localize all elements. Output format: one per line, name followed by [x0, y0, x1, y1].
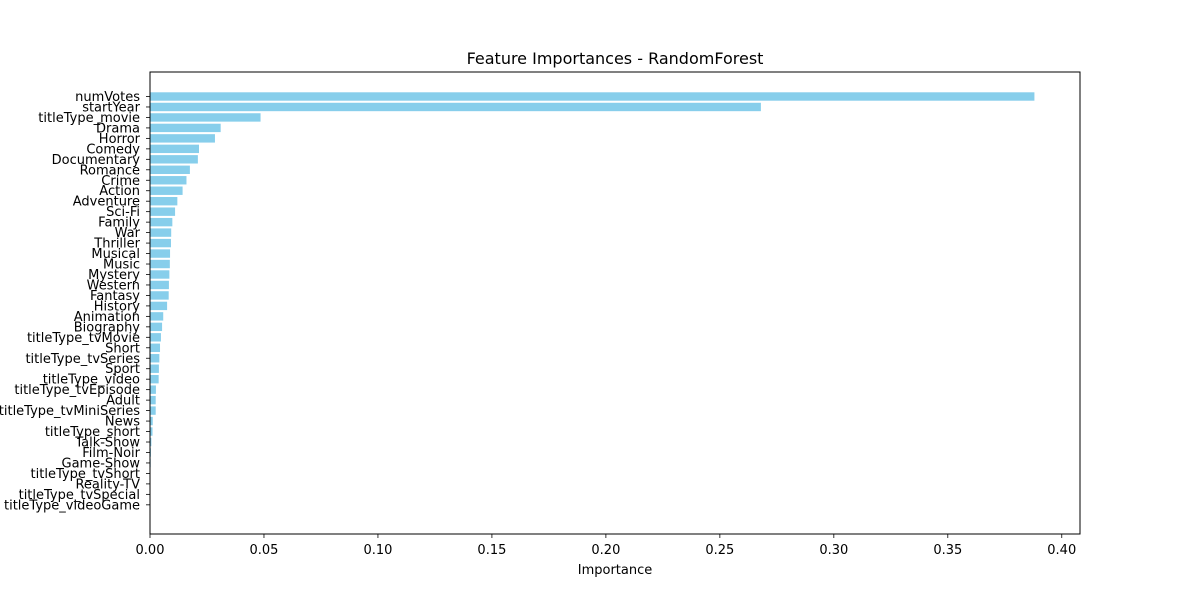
bar-numVotes — [150, 92, 1035, 101]
bar-titleType_tvMiniSeries — [150, 406, 156, 415]
y-tick-label: Horror — [99, 132, 141, 147]
y-tick-label: titleType_short — [45, 425, 140, 440]
y-tick-label: Action — [99, 184, 140, 199]
bar-titleType_tvEpisode — [150, 385, 156, 394]
bar-Thriller — [150, 238, 171, 248]
y-tick-label: Western — [87, 278, 140, 293]
y-tick-label: Sci-Fi — [106, 205, 140, 220]
x-tick-label: 0.15 — [477, 543, 506, 558]
x-tick-label: 0.00 — [136, 543, 165, 558]
y-tick-label: Drama — [96, 121, 140, 136]
y-tick-label: Adult — [106, 394, 140, 409]
y-tick-label: titleType_tvMiniSeries — [0, 404, 140, 419]
bar-Documentary — [150, 155, 198, 164]
y-tick-label: numVotes — [75, 90, 140, 105]
bars-layer — [150, 92, 1035, 510]
y-tick-label: Game-Show — [62, 456, 141, 471]
y-tick-label: titleType_movie — [38, 111, 140, 126]
y-tick-label: History — [94, 299, 141, 314]
bar-titleType_video — [150, 374, 159, 384]
bar-Horror — [150, 134, 215, 143]
y-tick-label: Documentary — [52, 153, 141, 168]
y-tick-label: Family — [98, 216, 140, 231]
bar-Musical — [150, 249, 171, 258]
bar-titleType_movie — [150, 113, 261, 122]
bar-Sci-Fi — [150, 207, 176, 216]
x-tick-label: 0.10 — [363, 543, 392, 558]
bar-Fantasy — [150, 291, 169, 300]
y-tick-label: Music — [103, 258, 140, 273]
bar-Mystery — [150, 270, 170, 279]
bar-Adventure — [150, 197, 178, 206]
y-tick-label: Mystery — [88, 268, 140, 283]
y-tick-label: Reality-TV — [75, 477, 140, 492]
bar-Drama — [150, 123, 221, 133]
x-tick-label: 0.25 — [705, 543, 734, 558]
bar-Family — [150, 217, 173, 227]
y-tick-labels: numVotesstartYeartitleType_movieDramaHor… — [0, 90, 150, 513]
y-tick-label: titleType_videoGame — [4, 498, 140, 513]
bar-Animation — [150, 312, 164, 321]
y-tick-label: Romance — [80, 163, 140, 178]
plot-frame — [149, 71, 1081, 535]
bar-startYear — [150, 102, 761, 112]
y-tick-label: Thriller — [93, 237, 140, 252]
bar-Action — [150, 186, 183, 195]
bar-Music — [150, 259, 170, 269]
y-tick-label: War — [115, 226, 141, 241]
x-tick-label: 0.30 — [819, 543, 848, 558]
y-tick-label: titleType_tvShort — [31, 467, 140, 482]
bar-titleType_tvMovie — [150, 333, 161, 342]
bar-Adult — [150, 395, 156, 405]
bar-Western — [150, 280, 169, 290]
y-tick-label: Film-Noir — [82, 446, 140, 461]
y-tick-label: Crime — [101, 174, 140, 189]
y-tick-label: Animation — [74, 310, 140, 325]
x-tick-label: 0.20 — [591, 543, 620, 558]
y-tick-label: titleType_tvSeries — [25, 352, 140, 367]
bar-War — [150, 228, 172, 237]
bar-History — [150, 301, 168, 311]
y-tick-label: Comedy — [86, 142, 140, 157]
bar-Biography — [150, 322, 163, 332]
bar-titleType_short — [150, 427, 153, 436]
x-axis-label: Importance — [578, 563, 653, 578]
y-tick-label: Musical — [91, 247, 140, 262]
x-ticks: 0.00 0.05 0.10 0.15 0.20 0.25 0.30 0.35 0.40 — [136, 534, 1076, 558]
y-tick-label: titleType_video — [43, 373, 140, 388]
bar-Talk-Show — [150, 437, 152, 447]
y-tick-label: titleType_tvMovie — [27, 331, 140, 346]
y-tick-label: Adventure — [73, 195, 140, 210]
bar-Sport — [150, 364, 159, 373]
x-tick-label: 0.35 — [933, 543, 962, 558]
chart-title: Feature Importances - RandomForest — [467, 49, 764, 68]
bar-titleType_tvSeries — [150, 354, 160, 363]
bar-Short — [150, 343, 161, 352]
bar-News — [150, 416, 153, 426]
y-tick-label: startYear — [82, 100, 140, 115]
y-tick-label: Talk-Show — [74, 436, 140, 451]
x-tick-label: 0.40 — [1047, 543, 1076, 558]
y-tick-label: News — [105, 415, 140, 430]
bar-Romance — [150, 165, 190, 174]
y-tick-label: Biography — [74, 320, 141, 335]
x-tick-label: 0.05 — [249, 543, 278, 558]
bar-Crime — [150, 176, 187, 185]
y-tick-label: Short — [105, 341, 140, 356]
y-tick-label: titleType_tvSpecial — [19, 488, 140, 503]
y-tick-label: Sport — [105, 362, 140, 377]
bar-Comedy — [150, 144, 200, 154]
y-tick-label: titleType_tvEpisode — [14, 383, 140, 398]
y-tick-label: Fantasy — [90, 289, 140, 304]
